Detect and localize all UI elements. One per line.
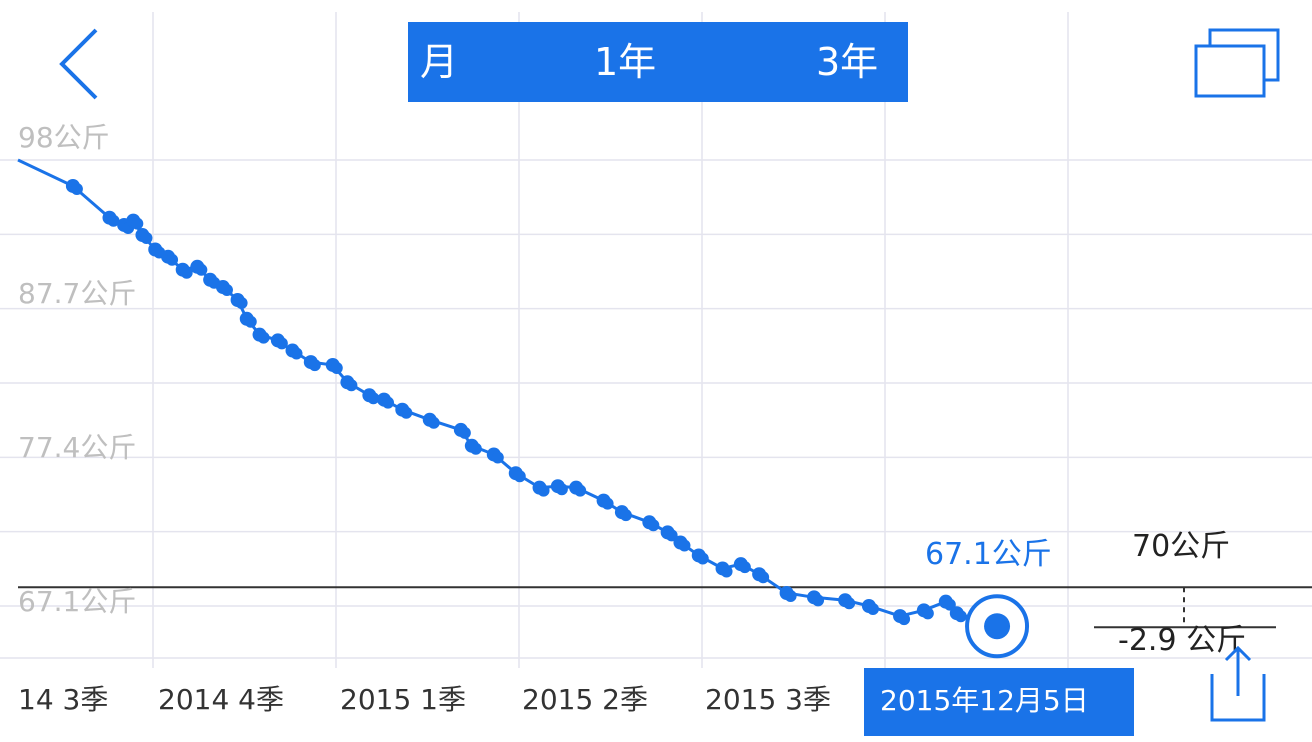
data-point (574, 484, 587, 497)
data-point (738, 561, 751, 574)
data-point (513, 470, 526, 483)
data-point (843, 597, 856, 610)
fullscreen-button[interactable] (1188, 22, 1288, 102)
data-point (866, 603, 879, 615)
x-tick-label: 2015 2季 (522, 683, 648, 716)
data-point (555, 483, 568, 496)
data-point (367, 392, 380, 405)
diff-label: -2.9 公斤 (1118, 623, 1247, 658)
windows-icon (1194, 28, 1280, 98)
data-point (757, 571, 770, 584)
data-point (696, 552, 709, 565)
data-point (235, 297, 248, 310)
data-point (330, 361, 343, 374)
data-point (647, 519, 660, 532)
selected-value-label: 67.1公斤 (925, 537, 1052, 572)
chevron-left-icon (59, 28, 98, 100)
data-point (619, 509, 632, 522)
range-segmented-control: 月 1年 3年 (408, 22, 908, 102)
data-point (491, 451, 504, 464)
y-tick-label: 77.4公斤 (18, 431, 137, 464)
share-button[interactable] (1200, 640, 1276, 726)
data-point (665, 529, 678, 542)
data-point (257, 331, 270, 344)
data-point (784, 590, 797, 603)
x-tick-label: 2015 1季 (340, 683, 466, 716)
data-point (954, 610, 967, 623)
weight-series (17, 158, 998, 628)
data-point (678, 539, 691, 552)
tab-3-year[interactable]: 3年 (816, 40, 879, 84)
data-point (131, 217, 144, 230)
data-point (601, 497, 614, 510)
data-point (382, 396, 394, 409)
data-point (458, 426, 471, 439)
selected-date-label: 2015年12月5日 (880, 684, 1089, 717)
selected-point-marker[interactable] (965, 594, 1030, 659)
tab-month[interactable]: 月 (420, 40, 459, 84)
y-tick-label: 67.1公斤 (18, 585, 137, 618)
data-point (469, 442, 482, 455)
data-point (220, 284, 233, 297)
data-point (400, 406, 413, 419)
data-point (195, 263, 208, 276)
goal-line (18, 586, 1312, 629)
data-point (720, 565, 733, 578)
selected-dot (984, 613, 1011, 640)
data-point (308, 359, 321, 372)
data-point (70, 182, 83, 195)
data-point (427, 416, 440, 429)
x-tick-label: 14 3季 (18, 683, 109, 716)
tab-1-year[interactable]: 1年 (594, 40, 657, 84)
selected-date-badge[interactable]: 2015年12月5日 (864, 668, 1134, 736)
data-point (537, 484, 550, 497)
data-point (898, 613, 911, 626)
data-point (921, 607, 934, 620)
y-tick-label: 98公斤 (18, 121, 110, 154)
x-tick-label: 2014 4季 (158, 683, 284, 716)
data-point (107, 214, 120, 227)
data-point (166, 253, 179, 266)
data-point (812, 594, 825, 607)
data-point (180, 266, 193, 279)
data-point (244, 315, 257, 328)
back-button[interactable] (50, 22, 110, 102)
chart-grid (0, 12, 1312, 668)
y-tick-label: 87.7公斤 (18, 277, 137, 310)
x-tick-label: 2015 3季 (705, 683, 831, 716)
data-point (345, 379, 358, 392)
series-line (17, 158, 998, 628)
share-icon (1210, 645, 1266, 722)
data-point (290, 347, 303, 360)
data-point (140, 232, 153, 245)
goal-label: 70公斤 (1132, 529, 1231, 564)
data-point (275, 337, 288, 350)
